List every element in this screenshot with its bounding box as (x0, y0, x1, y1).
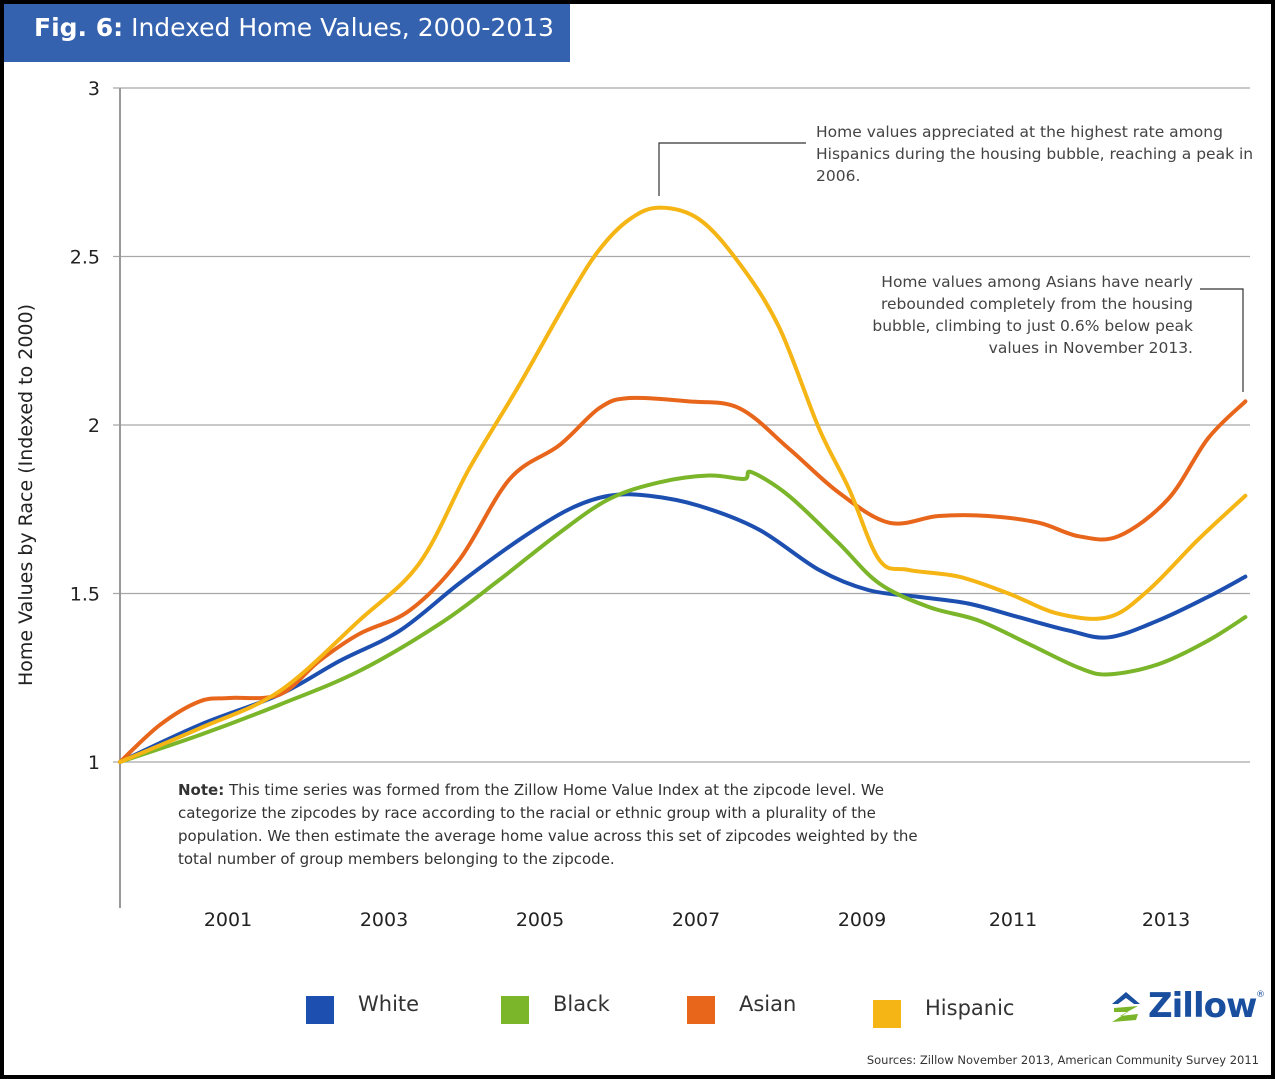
series-line-black (118, 469, 1248, 764)
annotation-asian-rebound: Home values among Asians have nearly reb… (872, 273, 1193, 357)
figure-number: Fig. 6: (34, 13, 124, 42)
y-tick-label: 1.5 (70, 584, 100, 606)
series-line-white (118, 492, 1248, 764)
legend-label-black: Black (553, 992, 610, 1016)
y-axis-label: Home Values by Race (Indexed to 2000) (15, 304, 37, 686)
x-tick-label: 2009 (838, 909, 886, 931)
x-tick-label: 2005 (516, 909, 564, 931)
x-tick-label: 2007 (672, 909, 720, 931)
x-tick-label: 2003 (360, 909, 408, 931)
note-label: Note: (178, 781, 225, 799)
series-lines (118, 205, 1248, 764)
x-tick-label: 2011 (989, 909, 1037, 931)
legend-swatch-black (501, 996, 529, 1024)
legend-label-hispanic: Hispanic (925, 996, 1015, 1020)
annotation-hispanic-peak: Home values appreciated at the highest r… (816, 123, 1254, 185)
annotation-leader-hispanic (658, 142, 806, 196)
legend-label-asian: Asian (739, 992, 797, 1016)
y-tick-label: 1 (88, 752, 100, 774)
y-tick-label: 2.5 (70, 247, 100, 269)
y-tick-label: 3 (88, 78, 100, 100)
x-tick-labels: 2001 2003 2005 2007 2009 2011 2013 (204, 909, 1190, 931)
y-tick-label: 2 (88, 415, 100, 437)
registered-mark: ® (1256, 990, 1265, 1000)
x-tick-label: 2013 (1142, 909, 1190, 931)
zillow-house-icon (1112, 992, 1140, 1022)
x-tick-label: 2001 (204, 909, 252, 931)
annotation-leader-asian (1200, 288, 1244, 392)
figure-background (4, 4, 1271, 1075)
legend-label-white: White (358, 992, 420, 1016)
figure-title-text: Indexed Home Values, 2000-2013 (131, 13, 554, 42)
series-line-hispanic (118, 205, 1248, 764)
y-tick-labels: 1 1.5 2 2.5 3 (70, 78, 100, 774)
legend-swatch-hispanic (873, 1000, 901, 1028)
legend-swatch-asian (687, 996, 715, 1024)
note-text: This time series was formed from the Zil… (178, 781, 918, 868)
gridlines (113, 87, 1250, 763)
figure-title: Fig. 6: Indexed Home Values, 2000-2013 (4, 4, 570, 62)
zillow-wordmark: Zillow (1148, 986, 1257, 1026)
series-line-asian (118, 395, 1248, 764)
source-credit: Sources: Zillow November 2013, American … (866, 1053, 1259, 1067)
legend-swatch-white (306, 996, 334, 1024)
methodology-note: Note: This time series was formed from t… (178, 779, 938, 871)
